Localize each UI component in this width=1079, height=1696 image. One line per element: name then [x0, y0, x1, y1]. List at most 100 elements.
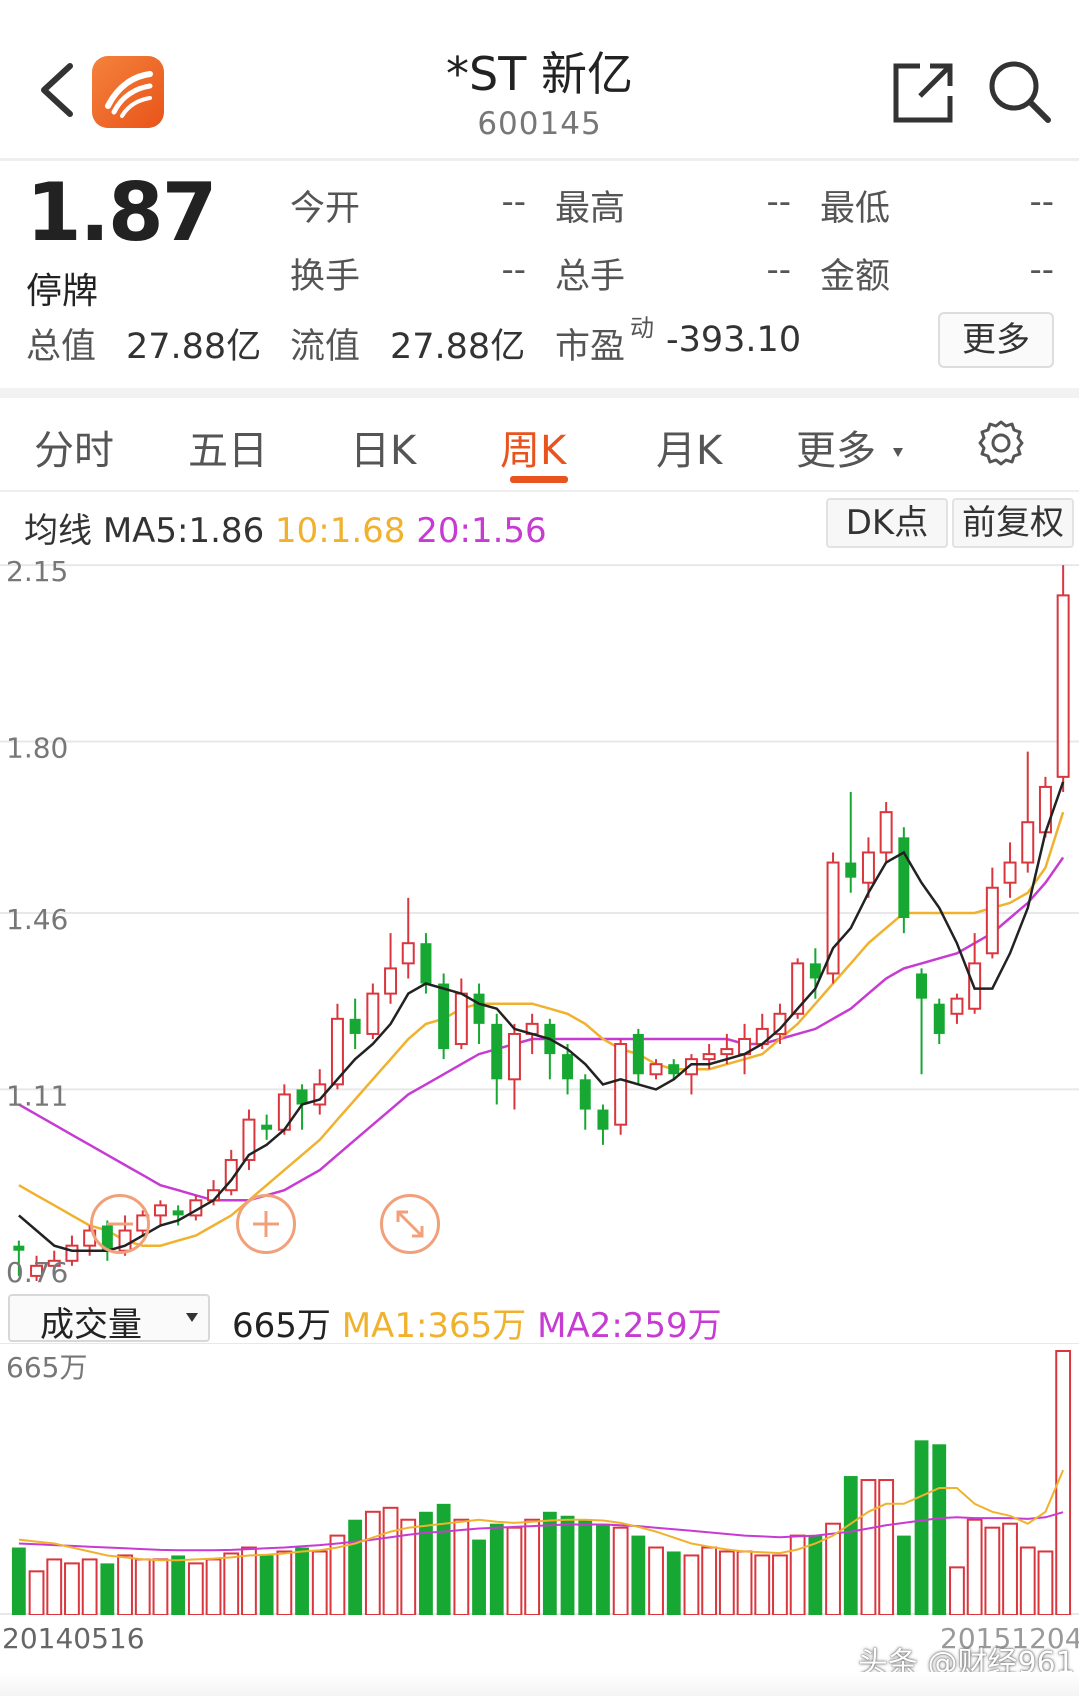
y-tick-label: 1.46	[6, 903, 68, 936]
volume-bar-up	[329, 1534, 346, 1615]
volume-bar-up	[949, 1566, 965, 1615]
total-hands-value: --	[766, 250, 791, 290]
indicator-select[interactable]	[8, 1294, 210, 1342]
y-tick-label: 1.80	[6, 732, 68, 765]
y-tick-label: 0.76	[6, 1256, 68, 1286]
volume-bar-up	[134, 1558, 151, 1615]
tab-more[interactable]: 更多	[796, 428, 876, 474]
candle-up	[1056, 594, 1070, 778]
volume-bar-up	[205, 1558, 222, 1615]
volume-current: 665万	[232, 1306, 331, 1346]
candle-up	[950, 997, 964, 1015]
volume-bar-up	[506, 1526, 523, 1615]
candle-down	[579, 1079, 591, 1110]
volume-bar-up	[966, 1518, 983, 1615]
candle-down	[632, 1033, 644, 1075]
high-label: 最高	[555, 189, 626, 229]
open-label: 今开	[290, 189, 361, 229]
section-divider	[0, 388, 1079, 398]
volume-bar-up	[382, 1506, 399, 1615]
app-logo-icon	[92, 56, 164, 128]
candle-up	[330, 1017, 344, 1086]
volume-ma2: MA2:259万	[537, 1306, 722, 1346]
back-arrow-icon[interactable]	[36, 60, 80, 120]
volume-bar-up	[1055, 1350, 1072, 1615]
candle-up	[791, 962, 805, 1015]
volume-bar-up	[28, 1570, 45, 1615]
volume-bar-down	[11, 1547, 26, 1615]
fullscreen-expand-icon[interactable]	[380, 1194, 440, 1254]
candle-up	[242, 1118, 256, 1161]
tab-five-day[interactable]: 五日	[188, 428, 268, 474]
low-value: --	[1029, 182, 1054, 222]
volume-bar-down	[171, 1555, 186, 1615]
volume-ma2-line	[18, 1511, 1064, 1552]
tab-daily-k[interactable]: 日K	[350, 428, 417, 474]
volume-bar-down	[100, 1563, 115, 1615]
quote-more-button[interactable]: 更多	[938, 312, 1054, 368]
total-hands-label: 总手	[555, 257, 626, 297]
total-value-label: 总值	[26, 327, 97, 367]
candle-down	[898, 837, 910, 918]
volume-bar-up	[81, 1558, 98, 1615]
volume-axis-max: 665万	[6, 1351, 88, 1384]
volume-bar-up	[364, 1510, 381, 1615]
y-tick-label: 2.15	[6, 555, 68, 588]
volume-bar-up	[152, 1558, 169, 1615]
volume-bar-down	[348, 1519, 363, 1615]
candle-down	[296, 1089, 308, 1105]
volume-bar-down	[596, 1523, 610, 1615]
float-value: 27.88亿	[390, 327, 526, 367]
candle-up	[30, 1264, 44, 1277]
volume-bar-up	[701, 1546, 718, 1615]
candle-down	[845, 862, 857, 878]
volume-bar-down	[914, 1440, 929, 1615]
search-icon[interactable]	[986, 58, 1052, 124]
volume-bar-down	[808, 1535, 823, 1615]
volume-bar-up	[223, 1552, 240, 1615]
volume-bar-up	[860, 1479, 877, 1615]
volume-chart[interactable]	[0, 1343, 1079, 1615]
candlestick-chart[interactable]: 2.15 1.80 1.46 1.11 0.76	[0, 550, 1079, 1286]
dk-point-button[interactable]: DK点	[826, 498, 948, 548]
candle-up	[861, 851, 875, 884]
candle-down	[349, 1018, 361, 1034]
candle-up	[649, 1063, 663, 1076]
stock-code: 600145	[477, 106, 602, 142]
low-label: 最低	[820, 189, 891, 229]
volume-bar-up	[772, 1554, 788, 1615]
candle-up	[1021, 821, 1035, 864]
candle-down	[261, 1124, 273, 1130]
candle-down	[420, 943, 432, 984]
volume-bar-up	[1019, 1546, 1036, 1615]
pe-label: 市盈	[555, 327, 626, 367]
candle-up	[384, 967, 398, 995]
tab-monthly-k[interactable]: 月K	[656, 428, 723, 474]
share-icon[interactable]	[890, 58, 958, 126]
candle-up	[65, 1244, 79, 1262]
candle-down	[172, 1210, 184, 1216]
chevron-down-icon	[186, 1313, 198, 1322]
zoom-out-button[interactable]	[90, 1194, 150, 1254]
volume-bar-up	[754, 1554, 771, 1615]
tab-timeshare[interactable]: 分时	[34, 428, 114, 474]
volume-bar-up	[718, 1550, 735, 1615]
zoom-in-button[interactable]	[236, 1194, 296, 1254]
settings-gear-icon[interactable]	[976, 418, 1026, 468]
volume-bar-down	[542, 1511, 557, 1615]
candle-down	[438, 983, 450, 1050]
ma10-line	[18, 811, 1065, 1247]
trading-status: 停牌	[26, 271, 99, 312]
forward-adjust-button[interactable]: 前复权	[952, 498, 1074, 548]
candle-down	[933, 1003, 945, 1034]
volume-bar-down	[843, 1476, 858, 1615]
ma10-value: 10:1.68	[275, 511, 406, 551]
volume-bar-down	[896, 1535, 911, 1615]
candle-up	[879, 811, 893, 854]
volume-ma1: MA1:365万	[341, 1306, 527, 1346]
volume-bar-down	[436, 1503, 451, 1615]
volume-bar-up	[878, 1479, 895, 1615]
volume-bar-down	[295, 1547, 309, 1615]
volume-bar-up	[736, 1550, 753, 1615]
tab-weekly-k[interactable]: 周K	[500, 428, 567, 474]
